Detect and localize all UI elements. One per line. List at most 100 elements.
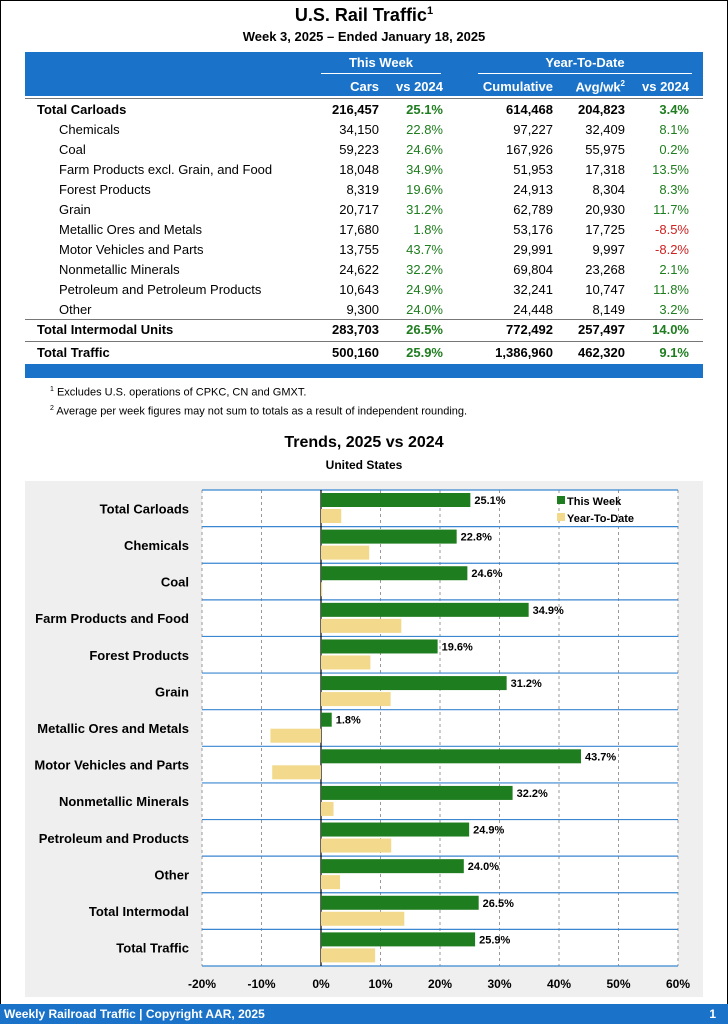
table-row: Total Intermodal Units 283,703 26.5% 772,49… xyxy=(25,320,703,340)
bar-this-week xyxy=(321,932,476,947)
bar-this-week xyxy=(321,493,471,507)
traffic-table: This Week Year-To-Date Cars vs 2024 Cumu… xyxy=(25,52,703,378)
header-this-week: This Week xyxy=(348,55,414,70)
bar-year-to-date xyxy=(321,875,341,890)
legend-swatch-this-week xyxy=(557,496,565,504)
category-label: Farm Products and Food xyxy=(35,611,189,626)
cell-cum: 1,386,960 xyxy=(495,345,553,360)
col-cars: Cars xyxy=(350,79,379,94)
row-label: Metallic Ores and Metals xyxy=(59,222,203,237)
cell-pct: 34.9% xyxy=(406,162,443,177)
row-separator xyxy=(25,319,703,320)
category-label: Motor Vehicles and Parts xyxy=(34,758,189,773)
cell-ytd: -8.5% xyxy=(655,222,689,237)
page-subtitle: Week 3, 2025 – Ended January 18, 2025 xyxy=(242,29,486,44)
row-label: Total Intermodal Units xyxy=(37,322,174,337)
row-label: Coal xyxy=(59,142,86,157)
cell-ytd: 11.8% xyxy=(653,282,689,297)
cell-avg: 8,304 xyxy=(592,182,625,197)
row-label: Total Carloads xyxy=(37,102,127,117)
cell-ytd: 3.2% xyxy=(659,302,689,317)
cell-cum: 69,804 xyxy=(513,262,553,277)
cell-avg: 32,409 xyxy=(585,122,625,137)
cell-ytd: 13.5% xyxy=(652,162,689,177)
bar-year-to-date xyxy=(321,948,376,963)
category-label: Nonmetallic Minerals xyxy=(59,794,189,809)
data-label-this-week: 24.6% xyxy=(471,568,502,580)
cell-cars: 500,160 xyxy=(332,345,379,360)
cell-pct: 24.9% xyxy=(406,282,443,297)
legend-swatch-year-to-date xyxy=(557,513,565,521)
table-row: Nonmetallic Minerals 24,622 32.2% 69,804 23,… xyxy=(25,260,703,280)
bar-year-to-date xyxy=(321,545,370,560)
cell-ytd: 14.0% xyxy=(652,322,689,337)
table-footer-band xyxy=(25,364,703,378)
x-tick-label: 20% xyxy=(428,977,452,991)
data-label-this-week: 31.2% xyxy=(511,678,542,690)
col-cumulative: Cumulative xyxy=(482,79,553,94)
data-label-this-week: 25.1% xyxy=(474,495,505,507)
table-row: Total Carloads 216,457 25.1% 614,468 204,823… xyxy=(25,100,703,120)
x-tick-label: 40% xyxy=(547,977,571,991)
cell-cars: 13,755 xyxy=(339,242,379,257)
cell-cars: 9,300 xyxy=(346,302,379,317)
row-separator xyxy=(25,98,703,99)
category-label: Total Intermodal xyxy=(89,904,189,919)
table-row: Metallic Ores and Metals 17,680 1.8% 53,176… xyxy=(25,220,703,240)
chart-title: Trends, 2025 vs 2024 xyxy=(284,434,444,451)
table-row: Other 9,300 24.0% 24,448 8,149 3.2% xyxy=(25,300,703,320)
x-tick-label: 0% xyxy=(312,977,330,991)
cell-cum: 53,176 xyxy=(513,222,553,237)
cell-ytd: -8.2% xyxy=(655,242,689,257)
cell-pct: 26.5% xyxy=(406,322,443,337)
row-label: Farm Products excl. Grain, and Food xyxy=(59,162,273,177)
cell-pct: 32.2% xyxy=(406,262,443,277)
cell-pct: 24.6% xyxy=(406,142,443,157)
footnote-2: 2 Average per week figures may not sum t… xyxy=(50,405,468,418)
data-label-this-week: 19.6% xyxy=(442,641,473,653)
chart-subtitle: United States xyxy=(325,458,403,472)
table-row: Motor Vehicles and Parts 13,755 43.7% 29,99… xyxy=(25,240,703,260)
header-this-week-rule xyxy=(321,73,441,74)
footer-text: Weekly Railroad Traffic | Copyright AAR,… xyxy=(4,1007,265,1021)
data-label-this-week: 24.0% xyxy=(468,861,499,873)
x-tick-label: 60% xyxy=(666,977,690,991)
table-row: Coal 59,223 24.6% 167,926 55,975 0.2% xyxy=(25,140,703,160)
header-ytd-rule xyxy=(478,73,692,74)
col-ytd-vs-2024: vs 2024 xyxy=(642,79,689,94)
data-label-this-week: 24.9% xyxy=(473,825,504,837)
category-label: Metallic Ores and Metals xyxy=(37,721,189,736)
col-vs-2024: vs 2024 xyxy=(396,79,443,94)
bar-this-week xyxy=(321,566,468,581)
table-row: Petroleum and Petroleum Products 10,643 24… xyxy=(25,280,703,300)
row-label: Motor Vehicles and Parts xyxy=(59,242,204,257)
cell-cars: 59,223 xyxy=(339,142,379,157)
cell-ytd: 8.1% xyxy=(659,122,689,137)
cell-ytd: 8.3% xyxy=(659,182,689,197)
cell-pct: 19.6% xyxy=(406,182,443,197)
page-title: U.S. Rail Traffic1 xyxy=(294,5,434,25)
bar-this-week xyxy=(321,785,513,800)
cell-cum: 167,926 xyxy=(506,142,553,157)
cell-pct: 43.7% xyxy=(406,242,443,257)
cell-avg: 17,318 xyxy=(585,162,625,177)
bar-year-to-date xyxy=(321,801,334,816)
header-year-to-date: Year-To-Date xyxy=(545,55,625,70)
cell-cars: 20,717 xyxy=(339,202,379,217)
bar-this-week xyxy=(321,676,507,691)
data-label-this-week: 26.5% xyxy=(483,898,514,910)
category-label: Grain xyxy=(155,684,189,699)
bar-this-week xyxy=(321,602,529,617)
cell-avg: 9,997 xyxy=(592,242,625,257)
cell-ytd: 9.1% xyxy=(659,345,689,360)
bar-this-week xyxy=(321,895,479,910)
page-footer: Weekly Railroad Traffic | Copyright AAR,… xyxy=(0,1004,728,1024)
cell-avg: 257,497 xyxy=(578,322,625,337)
category-label: Total Traffic xyxy=(116,941,189,956)
cell-avg: 462,320 xyxy=(578,345,625,360)
row-separator xyxy=(25,341,703,342)
legend-label-this-week: This Week xyxy=(567,496,622,508)
cell-cum: 24,448 xyxy=(513,302,553,317)
col-avg-wk: Avg/wk2 xyxy=(575,79,625,95)
